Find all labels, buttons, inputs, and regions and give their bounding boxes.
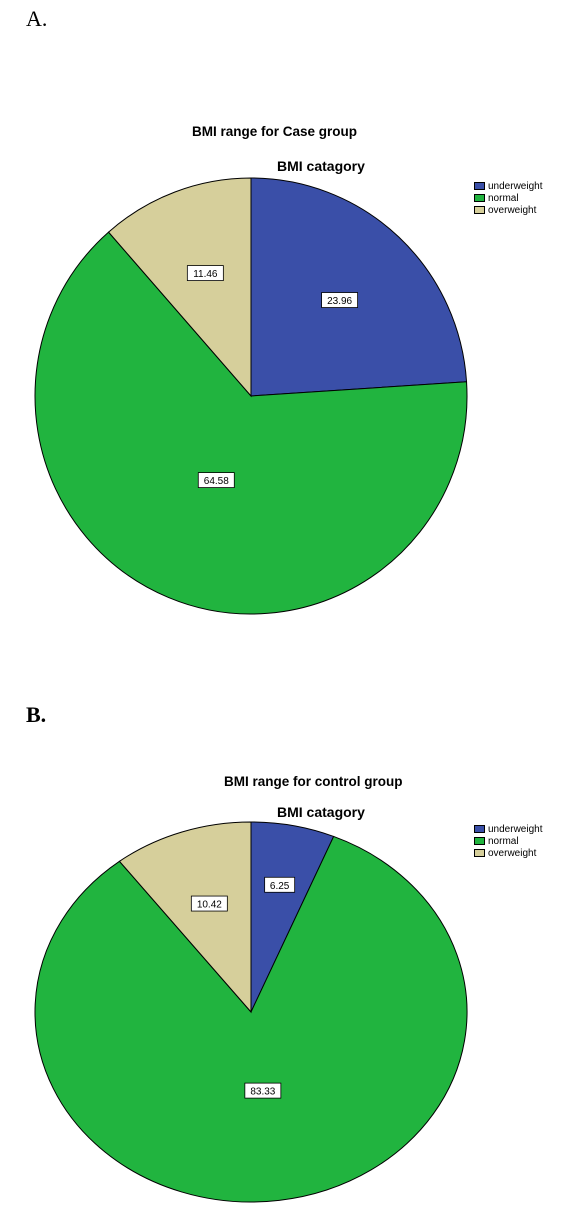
legend-swatch-overweight bbox=[474, 849, 485, 857]
data-label-underweight-control: 6.25 bbox=[264, 876, 296, 893]
data-label-overweight-case: 11.46 bbox=[186, 265, 224, 281]
legend-item-normal: normal bbox=[474, 192, 542, 204]
pie-slice-normal-control bbox=[34, 835, 468, 1203]
pie-slice-overweight-control bbox=[118, 821, 252, 1014]
legend-item-overweight: overweight bbox=[474, 847, 542, 859]
legend-case: underweight normal overweight bbox=[474, 180, 542, 216]
pie-slice-overweight-case bbox=[107, 177, 252, 398]
data-label-box-overweight-control bbox=[190, 895, 228, 912]
data-label-text-overweight-case: 11.46 bbox=[193, 269, 218, 280]
data-label-box-underweight-case bbox=[321, 292, 358, 308]
data-label-normal-case: 64.58 bbox=[197, 472, 235, 488]
legend-label-underweight: underweight bbox=[488, 823, 543, 835]
data-label-text-underweight-case: 23.96 bbox=[327, 296, 352, 307]
data-label-text-underweight-control: 6.25 bbox=[270, 881, 290, 892]
legend-item-normal: normal bbox=[474, 835, 542, 847]
panel-label-b: B. bbox=[26, 702, 47, 727]
legend-swatch-normal bbox=[474, 837, 485, 845]
legend-swatch-overweight bbox=[474, 206, 485, 214]
chart-title-case: BMI range for Case group bbox=[192, 124, 358, 139]
data-label-box-normal-control bbox=[244, 1082, 282, 1099]
data-label-box-underweight-control bbox=[264, 876, 296, 893]
pie-chart-case: 23.96 64.58 11.46 bbox=[34, 177, 468, 615]
legend-label-normal: normal bbox=[488, 835, 519, 847]
data-label-box-normal-case bbox=[197, 472, 235, 488]
legend-item-underweight: underweight bbox=[474, 180, 542, 192]
data-label-underweight-case: 23.96 bbox=[321, 292, 358, 308]
legend-item-overweight: overweight bbox=[474, 204, 542, 216]
data-label-normal-control: 83.33 bbox=[244, 1082, 282, 1099]
legend-label-overweight: overweight bbox=[488, 847, 537, 859]
chart-subtitle-control: BMI catagory bbox=[277, 804, 365, 820]
legend-label-underweight: underweight bbox=[488, 180, 543, 192]
data-label-overweight-control: 10.42 bbox=[190, 895, 228, 912]
legend-label-normal: normal bbox=[488, 192, 519, 204]
legend-swatch-normal bbox=[474, 194, 485, 202]
legend-swatch-underweight bbox=[474, 825, 485, 833]
legend-control: underweight normal overweight bbox=[474, 823, 542, 859]
data-label-text-normal-control: 83.33 bbox=[250, 1087, 275, 1098]
pie-slice-underweight-case bbox=[250, 177, 468, 397]
pie-slice-normal-case bbox=[34, 231, 468, 615]
legend-swatch-underweight bbox=[474, 182, 485, 190]
panel-label-a: A. bbox=[26, 6, 48, 31]
data-label-text-normal-case: 64.58 bbox=[204, 476, 229, 487]
data-label-text-overweight-control: 10.42 bbox=[197, 900, 222, 911]
chart-title-control: BMI range for control group bbox=[224, 774, 403, 789]
legend-item-underweight: underweight bbox=[474, 823, 542, 835]
chart-subtitle-case: BMI catagory bbox=[277, 158, 365, 174]
legend-label-overweight: overweight bbox=[488, 204, 537, 216]
data-label-box-overweight-case bbox=[186, 265, 224, 281]
